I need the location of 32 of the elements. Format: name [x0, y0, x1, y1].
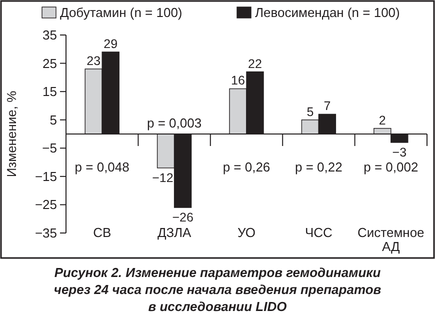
annotation: p = 0,22 [295, 160, 342, 174]
legend-label: Левосимендан (n = 100) [255, 5, 400, 20]
x-tick-label: Системное АД [358, 225, 424, 254]
data-label: 29 [104, 36, 118, 51]
data-label: 7 [324, 99, 331, 114]
x-tick-label: СВ [93, 225, 112, 240]
y-axis-title: Изменение, % [4, 90, 19, 178]
y-tick-label: −5 [42, 140, 57, 156]
y-tick-label: −35 [34, 226, 57, 240]
x-tick-label: ДЗЛА [157, 225, 192, 240]
y-tick-label: 25 [42, 56, 57, 71]
data-label: 2 [378, 113, 386, 128]
data-label: 16 [231, 74, 245, 88]
y-tick-label: 15 [42, 84, 57, 100]
annotation: p = 0,003 [147, 116, 202, 130]
text: Рисунок 2. Изменение параметров гемодинамики через 24 часа после начала введения препаратов в исследовании LIDO [54, 265, 382, 314]
annotation: p = 0,002 [364, 160, 418, 174]
data-label: 23 [86, 54, 101, 68]
y-tick-label: −15 [34, 168, 57, 184]
y-tick-label: −25 [34, 197, 57, 212]
data-label: 22 [248, 56, 262, 71]
data-label: −3 [392, 145, 407, 160]
x-tick-label: УО [238, 225, 256, 240]
x-tick-label: ЧСС [304, 225, 332, 240]
annotation: p = 0,26 [222, 160, 270, 174]
legend-label: Добутамин (n = 100) [60, 5, 182, 20]
data-label: −12 [152, 170, 174, 185]
y-tick-label: 35 [42, 28, 57, 42]
y-tick-label: 5 [50, 112, 57, 128]
data-label: −26 [172, 210, 194, 225]
data-label: 5 [306, 104, 314, 119]
annotation: p = 0,048 [74, 160, 130, 174]
